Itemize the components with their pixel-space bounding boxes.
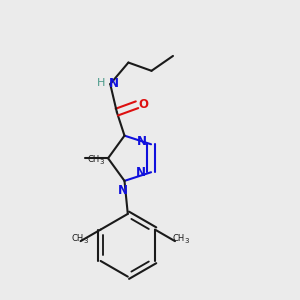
Text: N: N [136,166,146,179]
Text: H: H [97,78,106,88]
Text: N: N [137,135,147,148]
Text: 3: 3 [100,159,104,165]
Text: CH: CH [87,155,99,164]
Text: CH: CH [172,234,184,243]
Text: 3: 3 [184,238,189,244]
Text: N: N [118,184,128,196]
Text: O: O [139,98,148,111]
Text: N: N [109,76,119,89]
Text: 3: 3 [84,238,88,244]
Text: CH: CH [71,234,83,243]
